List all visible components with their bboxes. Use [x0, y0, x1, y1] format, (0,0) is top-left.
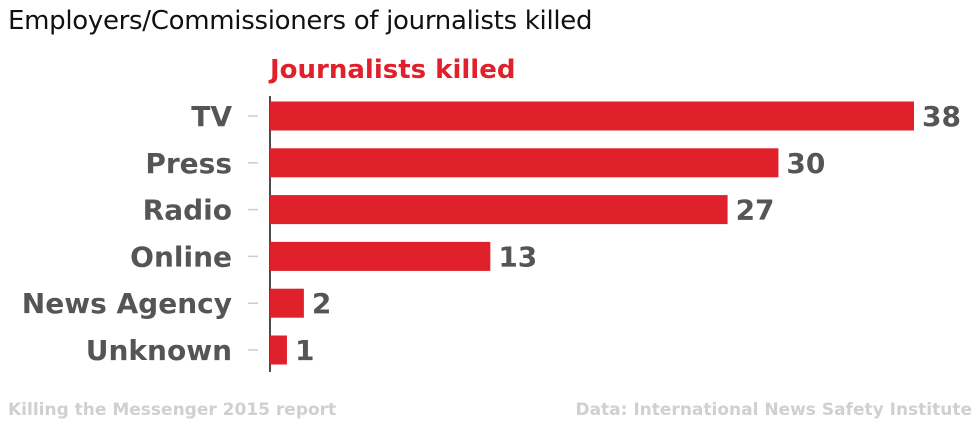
data-credit: Data: International News Safety Institut…: [575, 400, 972, 420]
bar: [270, 288, 304, 318]
category-label: Press: [145, 147, 232, 180]
value-label: 38: [922, 100, 961, 133]
chart-title: Employers/Commissioners of journalists k…: [8, 6, 593, 36]
source-report: Killing the Messenger 2015 report: [8, 400, 337, 420]
category-label: TV: [191, 100, 232, 133]
bar: [270, 148, 779, 178]
bar: [270, 335, 287, 365]
category-label: News Agency: [22, 287, 232, 320]
category-label: Online: [130, 240, 232, 273]
category-label: Radio: [143, 194, 232, 227]
bar: [270, 101, 914, 131]
category-label: Unknown: [86, 334, 232, 367]
value-label: 30: [786, 147, 825, 180]
value-label: 2: [312, 287, 331, 320]
series-label: Journalists killed: [268, 55, 515, 85]
value-label: 27: [736, 194, 775, 227]
bar: [270, 241, 491, 271]
bar: [270, 195, 728, 225]
value-label: 1: [295, 334, 314, 367]
value-label: 13: [498, 240, 537, 273]
